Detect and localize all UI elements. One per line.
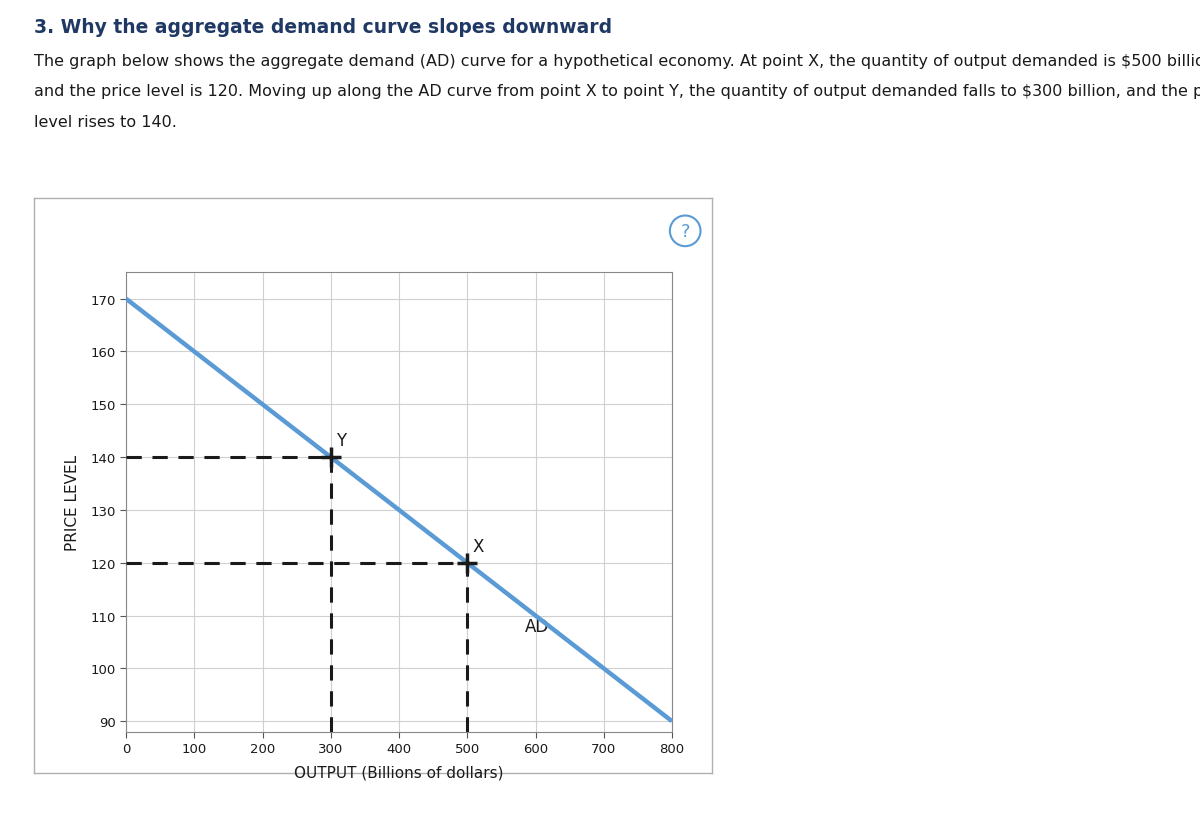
Text: The graph below shows the aggregate demand (AD) curve for a hypothetical economy: The graph below shows the aggregate dema… <box>34 54 1200 69</box>
Text: level rises to 140.: level rises to 140. <box>34 115 176 130</box>
Text: AD: AD <box>526 618 550 635</box>
Text: and the price level is 120. Moving up along the AD curve from point X to point Y: and the price level is 120. Moving up al… <box>34 84 1200 99</box>
Text: 3. Why the aggregate demand curve slopes downward: 3. Why the aggregate demand curve slopes… <box>34 18 612 37</box>
Text: ?: ? <box>680 222 690 241</box>
Y-axis label: PRICE LEVEL: PRICE LEVEL <box>66 454 80 551</box>
Text: X: X <box>473 538 484 555</box>
Text: Y: Y <box>336 432 347 450</box>
X-axis label: OUTPUT (Billions of dollars): OUTPUT (Billions of dollars) <box>294 765 504 780</box>
